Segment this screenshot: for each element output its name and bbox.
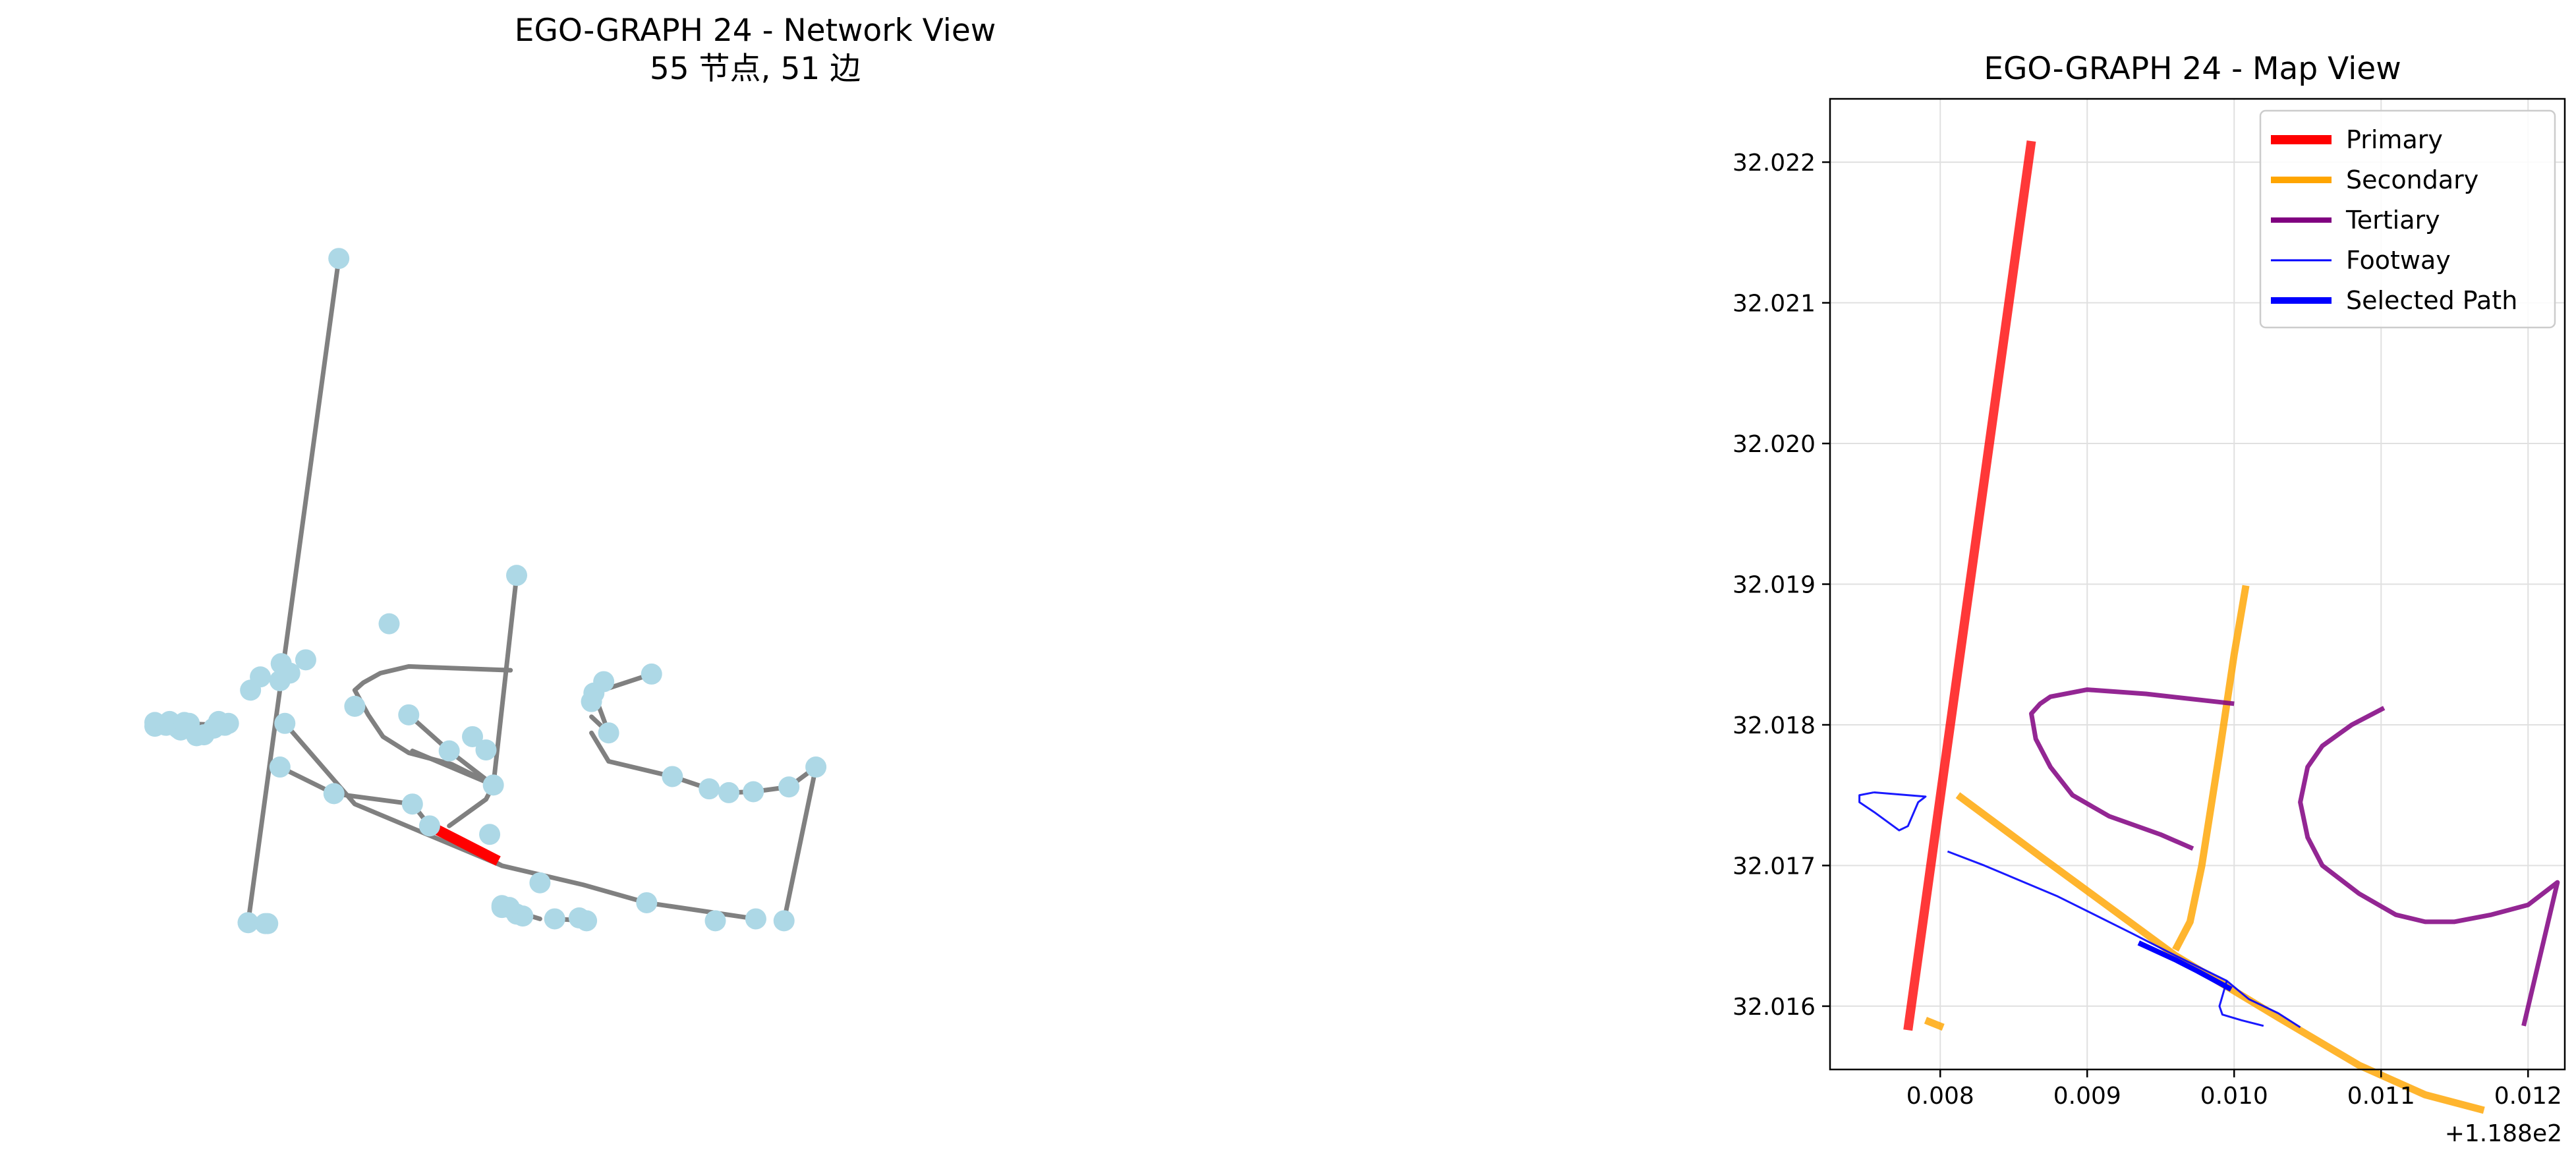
legend-label: Tertiary	[2345, 206, 2440, 235]
network-node	[598, 722, 619, 744]
map-line-footway	[1858, 791, 1927, 832]
network-node	[378, 613, 400, 635]
network-node	[398, 704, 420, 726]
map-line-footway	[2218, 981, 2264, 1027]
map-view-panel: EGO-GRAPH 24 - Map View 0.008 0.009 0.010 0…	[1732, 51, 2566, 1147]
network-node	[257, 913, 279, 934]
network-view-panel: EGO-GRAPH 24 - Network View 55 节点, 51 边	[144, 13, 996, 934]
map-line-tertiary	[2029, 687, 2235, 851]
x-offset-label: +1.188e2	[2445, 1120, 2562, 1147]
map-line-tertiary	[2298, 706, 2560, 1027]
map-line-secondary	[2172, 584, 2250, 952]
y-tick-label: 32.016	[1732, 994, 1816, 1021]
network-edge	[589, 730, 818, 923]
network-node	[699, 778, 720, 800]
network-edge	[245, 256, 341, 925]
network-node	[482, 774, 504, 796]
network-subtitle: 55 节点, 51 边	[650, 51, 861, 87]
map-line-selected	[2137, 940, 2233, 992]
network-node	[269, 756, 291, 778]
map-line-secondary	[1955, 792, 2485, 1114]
map-line-footway	[1947, 850, 2301, 1029]
network-node	[401, 793, 423, 815]
x-tick-label: 0.009	[2053, 1083, 2121, 1110]
network-node	[295, 649, 316, 671]
network-node	[593, 671, 615, 693]
map-lines	[1858, 140, 2560, 1114]
network-node	[250, 666, 272, 688]
network-node	[506, 565, 528, 586]
network-node	[805, 756, 827, 778]
network-node	[462, 726, 484, 747]
network-node	[323, 783, 345, 805]
map-legend: Primary Secondary Tertiary Footway Selected …	[2259, 109, 2556, 329]
network-node	[491, 895, 513, 917]
legend-box	[2259, 109, 2556, 329]
network-node	[328, 248, 350, 270]
network-edges	[152, 256, 818, 925]
network-node	[581, 691, 602, 712]
network-node	[544, 908, 565, 930]
network-node	[641, 663, 662, 685]
map-line-primary	[1903, 140, 2036, 1031]
network-node	[274, 712, 296, 734]
y-tick-label: 32.021	[1732, 291, 1816, 318]
y-tick-label: 32.019	[1732, 572, 1816, 599]
x-tick-label: 0.010	[2200, 1083, 2268, 1110]
network-node	[745, 908, 766, 930]
network-node	[208, 710, 229, 732]
x-tick-label: 0.012	[2494, 1083, 2562, 1110]
network-node	[743, 781, 764, 803]
network-node	[529, 872, 551, 894]
network-selected-edge	[427, 821, 501, 866]
map-ticks: 0.008 0.009 0.010 0.011 0.012 32.016 32.017 32.…	[1732, 150, 2562, 1110]
network-edge	[282, 721, 758, 921]
x-tick-label: 0.008	[1906, 1083, 1974, 1110]
legend-label: Primary	[2346, 125, 2443, 154]
legend-label: Footway	[2346, 246, 2451, 275]
network-node	[173, 712, 195, 733]
network-node	[270, 653, 292, 675]
network-node	[438, 740, 460, 762]
y-tick-label: 32.020	[1732, 431, 1816, 458]
x-tick-label: 0.011	[2347, 1083, 2415, 1110]
map-line-secondary	[1924, 1017, 1945, 1031]
network-node	[636, 892, 658, 913]
network-nodes	[144, 248, 827, 934]
legend-label: Secondary	[2346, 165, 2478, 194]
network-node	[773, 910, 795, 932]
network-node	[479, 824, 501, 845]
legend-label: Selected Path	[2346, 286, 2517, 315]
network-edge	[447, 573, 519, 828]
network-node	[704, 910, 726, 932]
network-node	[475, 739, 497, 761]
network-node	[344, 695, 366, 717]
y-tick-label: 32.018	[1732, 712, 1816, 739]
network-node	[237, 912, 259, 934]
y-tick-label: 32.017	[1732, 853, 1816, 880]
network-node	[576, 910, 598, 932]
network-node	[662, 766, 683, 787]
network-node	[778, 776, 800, 798]
network-node	[418, 815, 440, 837]
network-node	[269, 670, 291, 691]
map-title: EGO-GRAPH 24 - Map View	[1984, 51, 2401, 87]
selected-edge	[427, 821, 501, 866]
y-tick-label: 32.022	[1732, 150, 1816, 177]
network-title: EGO-GRAPH 24 - Network View	[515, 13, 996, 49]
network-edge	[352, 664, 513, 787]
network-node	[718, 782, 739, 803]
